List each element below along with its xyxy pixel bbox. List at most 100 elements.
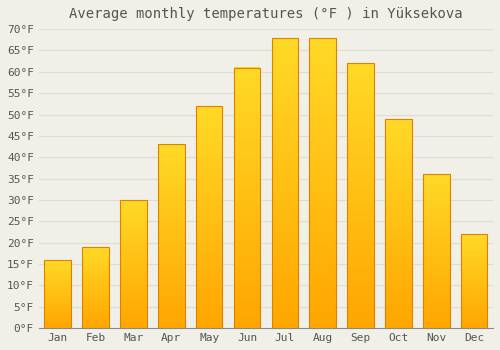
Bar	[423, 201, 450, 202]
Bar	[196, 284, 222, 286]
Bar	[385, 301, 411, 303]
Bar	[158, 145, 184, 328]
Bar	[120, 281, 146, 282]
Bar	[196, 215, 222, 217]
Bar	[272, 247, 298, 250]
Bar	[196, 106, 222, 328]
Bar	[234, 208, 260, 211]
Bar	[44, 270, 71, 271]
Bar	[44, 325, 71, 326]
Bar	[348, 225, 374, 228]
Bar	[385, 180, 411, 182]
Bar	[385, 148, 411, 150]
Bar	[272, 276, 298, 279]
Bar	[348, 320, 374, 323]
Bar	[120, 203, 146, 204]
Bar	[385, 228, 411, 230]
Bar	[423, 293, 450, 294]
Bar	[272, 116, 298, 119]
Bar	[272, 52, 298, 55]
Bar	[158, 273, 184, 275]
Bar	[423, 299, 450, 301]
Bar	[348, 326, 374, 328]
Bar	[234, 302, 260, 305]
Bar	[310, 224, 336, 226]
Bar	[196, 297, 222, 299]
Bar	[461, 310, 487, 311]
Bar	[385, 217, 411, 219]
Bar	[310, 136, 336, 139]
Bar	[423, 262, 450, 264]
Bar	[272, 87, 298, 90]
Bar	[461, 274, 487, 275]
Bar	[272, 119, 298, 122]
Bar	[461, 300, 487, 301]
Bar	[461, 309, 487, 310]
Bar	[385, 205, 411, 207]
Bar	[310, 320, 336, 322]
Bar	[196, 108, 222, 110]
Bar	[234, 78, 260, 80]
Bar	[385, 238, 411, 240]
Bar	[234, 229, 260, 232]
Bar	[310, 75, 336, 78]
Bar	[82, 272, 109, 273]
Bar	[348, 241, 374, 243]
Bar	[82, 301, 109, 302]
Bar	[348, 196, 374, 198]
Bar	[120, 302, 146, 304]
Bar	[385, 138, 411, 140]
Bar	[385, 282, 411, 284]
Bar	[158, 168, 184, 170]
Bar	[310, 154, 336, 157]
Bar	[272, 122, 298, 125]
Bar	[461, 263, 487, 264]
Bar	[196, 250, 222, 253]
Bar	[234, 91, 260, 93]
Bar	[196, 286, 222, 288]
Bar	[385, 240, 411, 242]
Bar	[234, 96, 260, 99]
Bar	[423, 236, 450, 237]
Bar	[44, 265, 71, 266]
Bar	[196, 141, 222, 144]
Bar	[158, 159, 184, 161]
Bar	[385, 123, 411, 125]
Bar	[385, 203, 411, 205]
Bar	[234, 185, 260, 188]
Bar	[348, 76, 374, 79]
Bar	[82, 309, 109, 310]
Bar	[385, 274, 411, 276]
Bar	[196, 230, 222, 233]
Bar	[120, 231, 146, 232]
Bar	[310, 285, 336, 287]
Bar	[348, 127, 374, 130]
Bar	[461, 308, 487, 309]
Bar	[158, 181, 184, 183]
Bar	[272, 238, 298, 241]
Bar	[423, 259, 450, 260]
Bar	[461, 234, 487, 235]
Bar	[120, 268, 146, 269]
Bar	[310, 151, 336, 154]
Bar	[461, 243, 487, 244]
Bar	[310, 212, 336, 215]
Bar	[348, 201, 374, 204]
Bar	[310, 110, 336, 113]
Bar	[196, 164, 222, 166]
Bar	[423, 298, 450, 299]
Bar	[120, 208, 146, 209]
Bar	[44, 317, 71, 318]
Bar	[120, 304, 146, 305]
Bar	[423, 257, 450, 259]
Bar	[385, 326, 411, 328]
Bar	[310, 41, 336, 43]
Bar	[44, 274, 71, 275]
Bar	[158, 201, 184, 203]
Bar	[310, 55, 336, 58]
Bar	[120, 247, 146, 249]
Bar	[348, 167, 374, 169]
Bar	[158, 253, 184, 255]
Bar	[461, 235, 487, 236]
Bar	[348, 169, 374, 172]
